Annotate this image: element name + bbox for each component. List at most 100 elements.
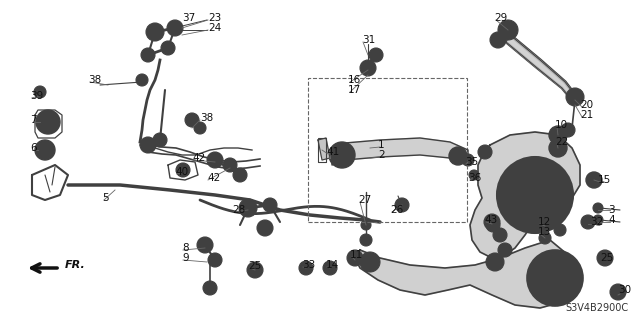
Circle shape	[35, 140, 55, 160]
Polygon shape	[332, 138, 468, 165]
Circle shape	[561, 123, 575, 137]
Circle shape	[365, 65, 371, 71]
Circle shape	[141, 48, 155, 62]
Circle shape	[593, 203, 603, 213]
Circle shape	[203, 281, 217, 295]
Circle shape	[207, 152, 223, 168]
Circle shape	[335, 148, 349, 162]
Circle shape	[478, 145, 492, 159]
Circle shape	[549, 126, 567, 144]
Circle shape	[352, 255, 358, 261]
Polygon shape	[506, 35, 575, 100]
Circle shape	[263, 198, 277, 212]
Circle shape	[482, 149, 488, 155]
Text: 37: 37	[182, 13, 195, 23]
Text: 12: 12	[538, 217, 551, 227]
Text: 32: 32	[590, 217, 604, 227]
Circle shape	[262, 225, 268, 231]
Circle shape	[299, 261, 313, 275]
Circle shape	[539, 219, 551, 231]
Circle shape	[597, 250, 613, 266]
Circle shape	[369, 48, 383, 62]
Circle shape	[267, 202, 273, 208]
Circle shape	[521, 181, 549, 209]
Circle shape	[364, 223, 368, 227]
Circle shape	[586, 219, 591, 225]
Text: 33: 33	[302, 260, 316, 270]
Text: 16: 16	[348, 75, 361, 85]
Circle shape	[495, 37, 501, 43]
Circle shape	[327, 265, 333, 271]
Circle shape	[153, 133, 167, 147]
Circle shape	[40, 145, 50, 155]
Circle shape	[36, 110, 60, 134]
Circle shape	[323, 261, 337, 275]
Text: 25: 25	[600, 253, 613, 263]
Text: FR.: FR.	[65, 260, 86, 270]
Text: S3V4B2900C: S3V4B2900C	[565, 303, 628, 313]
Circle shape	[42, 116, 54, 128]
Circle shape	[581, 215, 595, 229]
Text: 6: 6	[30, 143, 36, 153]
Circle shape	[454, 152, 462, 160]
Circle shape	[185, 113, 199, 127]
Circle shape	[364, 238, 369, 242]
Circle shape	[140, 78, 145, 83]
Text: 23: 23	[208, 13, 221, 23]
Circle shape	[207, 286, 212, 291]
Text: 38: 38	[88, 75, 101, 85]
Circle shape	[537, 260, 573, 296]
Circle shape	[486, 253, 504, 271]
Circle shape	[329, 142, 355, 168]
Circle shape	[472, 173, 476, 177]
Text: 5: 5	[102, 193, 109, 203]
Text: 30: 30	[618, 285, 631, 295]
Circle shape	[465, 158, 470, 162]
Text: 36: 36	[468, 173, 481, 183]
Circle shape	[167, 20, 183, 36]
Text: 14: 14	[326, 260, 339, 270]
Circle shape	[361, 220, 371, 230]
Circle shape	[197, 237, 213, 253]
Text: 4: 4	[608, 215, 614, 225]
Circle shape	[176, 163, 190, 177]
Circle shape	[140, 137, 156, 153]
Circle shape	[554, 224, 566, 236]
Circle shape	[484, 214, 500, 230]
Circle shape	[172, 25, 178, 31]
Text: 7: 7	[30, 115, 36, 125]
Text: 35: 35	[465, 157, 478, 167]
Circle shape	[395, 198, 409, 212]
Text: 42: 42	[192, 153, 205, 163]
Circle shape	[360, 60, 376, 76]
Circle shape	[586, 172, 602, 188]
Circle shape	[498, 20, 518, 40]
Circle shape	[145, 142, 151, 148]
Circle shape	[208, 253, 222, 267]
Circle shape	[547, 212, 553, 218]
Circle shape	[157, 137, 163, 143]
Circle shape	[165, 45, 171, 51]
Circle shape	[239, 199, 257, 217]
Circle shape	[194, 122, 206, 134]
Circle shape	[596, 206, 600, 210]
Circle shape	[244, 204, 252, 212]
Circle shape	[486, 218, 500, 232]
Text: 31: 31	[362, 35, 375, 45]
Circle shape	[366, 258, 374, 266]
Polygon shape	[470, 132, 580, 258]
Text: 15: 15	[598, 175, 611, 185]
Text: 21: 21	[580, 110, 593, 120]
Text: 42: 42	[207, 173, 220, 183]
Circle shape	[571, 93, 579, 101]
Polygon shape	[318, 138, 330, 160]
Circle shape	[247, 262, 263, 278]
Circle shape	[449, 147, 467, 165]
Circle shape	[136, 74, 148, 86]
Circle shape	[180, 167, 186, 173]
Text: 3: 3	[608, 205, 614, 215]
Circle shape	[489, 219, 495, 225]
Circle shape	[527, 250, 583, 306]
Circle shape	[212, 157, 218, 163]
Text: 25: 25	[248, 261, 261, 271]
